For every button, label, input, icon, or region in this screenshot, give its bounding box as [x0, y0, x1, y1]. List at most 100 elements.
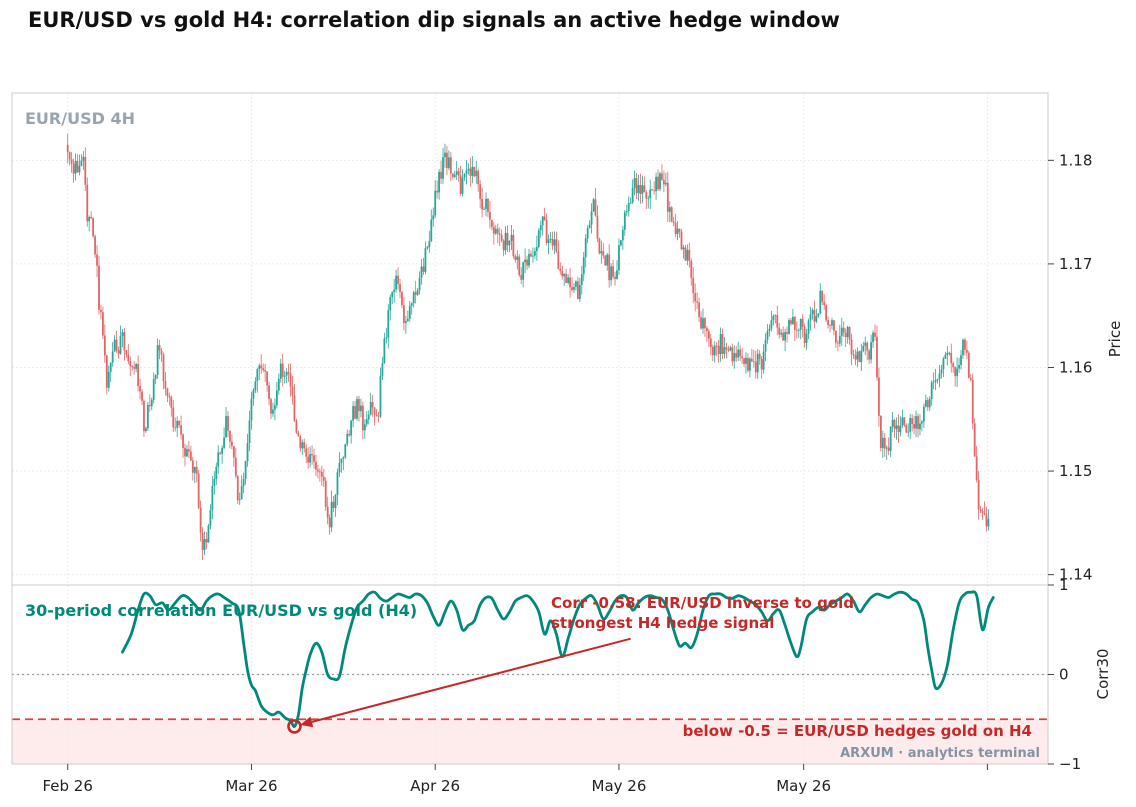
correlation-y-axis: −1 0 1	[1048, 576, 1081, 773]
candle	[758, 350, 761, 365]
candle	[86, 177, 89, 227]
candle	[105, 354, 108, 395]
candle	[541, 216, 544, 236]
candle	[317, 464, 319, 479]
price-y-tick-label: 1.17	[1059, 255, 1092, 273]
candle	[401, 291, 403, 309]
candle	[88, 215, 91, 232]
candle	[891, 412, 894, 433]
candle	[350, 419, 353, 444]
candle	[281, 353, 284, 387]
candle	[471, 156, 474, 184]
candle	[682, 245, 685, 259]
candle	[315, 454, 317, 477]
candle	[334, 494, 337, 517]
candle	[948, 351, 951, 356]
candle	[588, 220, 591, 229]
candles	[66, 133, 990, 560]
candle	[537, 228, 540, 249]
candle	[176, 416, 179, 437]
candle	[713, 341, 716, 363]
candle	[354, 400, 356, 420]
candle	[74, 153, 77, 181]
candle	[698, 297, 700, 322]
candle	[864, 336, 867, 356]
candle	[365, 411, 368, 427]
candle	[860, 343, 863, 371]
candle	[782, 326, 785, 341]
candle	[485, 192, 487, 217]
candle	[962, 338, 964, 359]
candle	[846, 325, 849, 344]
candle	[973, 418, 976, 457]
candle	[481, 187, 484, 218]
price-y-tick-label: 1.15	[1059, 462, 1092, 480]
candle	[330, 490, 333, 533]
candle	[467, 163, 470, 175]
candle	[827, 316, 829, 329]
candle	[662, 170, 665, 193]
candle	[141, 389, 143, 405]
candle	[119, 325, 122, 355]
candle	[764, 333, 767, 362]
x-axis: Feb 26 Mar 26 Apr 26 May 26 May 26	[42, 764, 988, 795]
candle	[287, 364, 290, 382]
candle	[964, 337, 966, 356]
candle	[180, 415, 182, 440]
candle	[676, 221, 679, 241]
candle	[186, 445, 188, 457]
candle	[678, 228, 681, 238]
candle	[594, 188, 597, 217]
candle	[684, 245, 687, 261]
candle	[551, 231, 554, 251]
candle	[938, 365, 941, 388]
candle	[203, 531, 206, 556]
candle	[618, 238, 620, 275]
candle	[905, 423, 908, 434]
candle	[645, 190, 648, 209]
candle	[983, 501, 986, 516]
candle	[418, 271, 421, 295]
candle	[715, 342, 718, 357]
candle	[811, 307, 814, 320]
candle	[909, 414, 912, 440]
candle	[561, 265, 564, 280]
candle	[504, 226, 507, 255]
candle	[428, 231, 431, 253]
candle	[668, 201, 671, 223]
candle	[610, 263, 613, 286]
candle	[440, 160, 442, 185]
price-panel-label: EUR/USD 4H	[25, 109, 135, 128]
candle	[444, 143, 446, 168]
candle	[309, 446, 311, 468]
candle	[549, 231, 552, 244]
candle	[227, 411, 229, 437]
candle	[770, 310, 773, 332]
candle	[604, 255, 607, 266]
minimum-marker	[287, 719, 302, 734]
candle	[885, 445, 888, 460]
candle	[797, 328, 800, 338]
candle	[944, 351, 947, 360]
candle	[457, 167, 460, 182]
candle	[844, 328, 847, 347]
annotation-line-1: Corr -0.58: EUR/USD inverse to gold	[551, 594, 854, 612]
candle	[614, 271, 616, 286]
candle	[840, 317, 843, 346]
candle	[539, 220, 542, 238]
candle	[870, 334, 872, 364]
candle	[518, 254, 521, 278]
candle	[956, 357, 959, 387]
candle	[209, 504, 212, 530]
candle	[367, 410, 370, 425]
candle	[289, 363, 292, 397]
candle	[854, 349, 857, 366]
candle	[324, 477, 327, 511]
candle	[786, 326, 788, 343]
candle	[348, 430, 351, 437]
candle	[381, 356, 384, 380]
candle	[498, 227, 501, 247]
candle	[465, 160, 468, 185]
candle	[135, 362, 138, 373]
candle	[92, 217, 95, 238]
